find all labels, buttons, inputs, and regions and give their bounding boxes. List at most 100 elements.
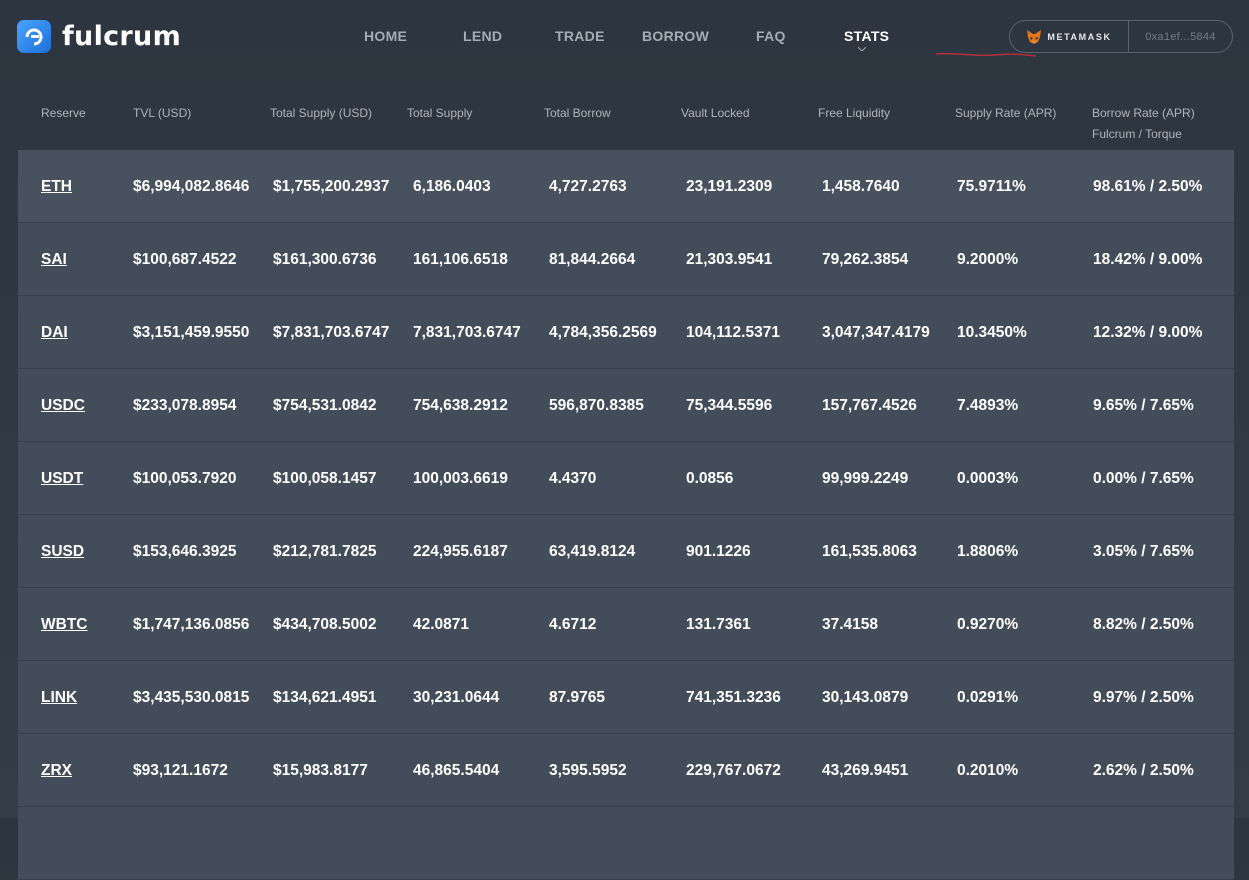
table-row: SAI $100,687.4522 $161,300.6736 161,106.651… <box>18 223 1234 296</box>
free-liquidity-value: 37.4158 <box>822 616 879 633</box>
borrow-rate-value: 8.82% / 2.50% <box>1093 616 1194 633</box>
total-borrow-value: 4,784,356.2569 <box>549 324 657 341</box>
wallet-provider-label: METAMASK <box>1047 31 1112 42</box>
supply-rate-value: 0.2010% <box>957 762 1019 779</box>
vault-locked-value: 901.1226 <box>686 543 751 560</box>
nav-home[interactable]: HOME <box>364 28 408 44</box>
tvl-value: $3,435,530.0815 <box>133 689 250 706</box>
free-liquidity-value: 3,047,347.4179 <box>822 324 930 341</box>
total-supply-value: 161,106.6518 <box>413 251 508 268</box>
tvl-value: $1,747,136.0856 <box>133 616 250 633</box>
tvl-value: $93,121.1672 <box>133 762 228 779</box>
supply-rate-value: 0.9270% <box>957 616 1019 633</box>
reserve-link[interactable]: USDC <box>41 397 85 414</box>
total-supply-usd-value: $7,831,703.6747 <box>273 324 390 341</box>
brand-logo[interactable]: fulcrum <box>17 20 181 53</box>
reserve-link[interactable]: SAI <box>41 251 67 268</box>
borrow-rate-value: 18.42% / 9.00% <box>1093 251 1203 268</box>
vault-locked-value: 104,112.5371 <box>686 324 780 341</box>
vault-locked-value: 229,767.0672 <box>686 762 781 779</box>
total-supply-usd-value: $434,708.5002 <box>273 616 377 633</box>
header: fulcrum HOME LEND TRADE BORROW FAQ STATS… <box>0 0 1249 75</box>
wallet-connect-button[interactable]: METAMASK 0xa1ef...5844 <box>1009 20 1233 53</box>
free-liquidity-value: 157,767.4526 <box>822 397 917 414</box>
tvl-value: $153,646.3925 <box>133 543 237 560</box>
borrow-rate-value: 9.65% / 7.65% <box>1093 397 1194 414</box>
tvl-value: $6,994,082.8646 <box>133 178 250 195</box>
supply-rate-value: 7.4893% <box>957 397 1019 414</box>
stats-table: ETH $6,994,082.8646 $1,755,200.2937 6,186.0… <box>18 150 1234 880</box>
wallet-address: 0xa1ef...5844 <box>1145 30 1216 43</box>
total-supply-value: 46,865.5404 <box>413 762 500 779</box>
table-row: DAI $3,151,459.9550 $7,831,703.6747 7,831,7… <box>18 296 1234 369</box>
annotation-underline <box>935 52 1037 57</box>
total-borrow-value: 4.6712 <box>549 616 597 633</box>
total-supply-usd-value: $1,755,200.2937 <box>273 178 390 195</box>
table-row: SUSD $153,646.3925 $212,781.7825 224,955.61… <box>18 515 1234 588</box>
supply-rate-value: 9.2000% <box>957 251 1019 268</box>
total-supply-usd-value: $161,300.6736 <box>273 251 377 268</box>
col-borrow-rate-sub: Fulcrum / Torque <box>1092 127 1182 141</box>
stats-table-header: Reserve TVL (USD) Total Supply (USD) Tot… <box>0 100 1249 150</box>
reserve-link[interactable]: DAI <box>41 324 68 341</box>
total-borrow-value: 4.4370 <box>549 470 597 487</box>
borrow-rate-value: 0.00% / 7.65% <box>1093 470 1194 487</box>
nav-lend[interactable]: LEND <box>463 28 503 44</box>
vault-locked-value: 741,351.3236 <box>686 689 781 706</box>
fulcrum-logo-icon <box>17 20 51 53</box>
reserve-link[interactable]: SUSD <box>41 543 85 560</box>
nav-faq[interactable]: FAQ <box>756 28 786 44</box>
total-borrow-value: 3,595.5952 <box>549 762 627 779</box>
table-row: USDC $233,078.8954 $754,531.0842 754,638.29… <box>18 369 1234 442</box>
free-liquidity-value: 79,262.3854 <box>822 251 909 268</box>
reserve-link[interactable]: ETH <box>41 178 72 195</box>
nav-borrow[interactable]: BORROW <box>642 28 710 44</box>
borrow-rate-value: 12.32% / 9.00% <box>1093 324 1203 341</box>
col-free-liquidity: Free Liquidity <box>818 106 891 120</box>
nav-trade[interactable]: TRADE <box>555 28 605 44</box>
tvl-value: $100,687.4522 <box>133 251 237 268</box>
reserve-link[interactable]: ZRX <box>41 762 72 779</box>
vault-locked-value: 131.7361 <box>686 616 751 633</box>
col-total-supply: Total Supply <box>407 106 473 120</box>
free-liquidity-value: 1,458.7640 <box>822 178 900 195</box>
col-vault-locked: Vault Locked <box>681 106 750 120</box>
total-supply-usd-value: $754,531.0842 <box>273 397 377 414</box>
borrow-rate-value: 3.05% / 7.65% <box>1093 543 1194 560</box>
col-borrow-rate: Borrow Rate (APR) <box>1092 106 1195 120</box>
vault-locked-value: 23,191.2309 <box>686 178 773 195</box>
brand-name: fulcrum <box>62 21 181 52</box>
total-borrow-value: 596,870.8385 <box>549 397 644 414</box>
total-supply-usd-value: $134,621.4951 <box>273 689 377 706</box>
total-supply-usd-value: $212,781.7825 <box>273 543 377 560</box>
reserve-link[interactable]: WBTC <box>41 616 88 633</box>
col-tvl-usd: TVL (USD) <box>133 106 192 120</box>
free-liquidity-value: 161,535.8063 <box>822 543 917 560</box>
reserve-link[interactable]: LINK <box>41 689 78 706</box>
free-liquidity-value: 30,143.0879 <box>822 689 909 706</box>
total-supply-value: 6,186.0403 <box>413 178 491 195</box>
table-row: ZRX $93,121.1672 $15,983.8177 46,865.5404 3,… <box>18 734 1234 807</box>
total-supply-usd-value: $15,983.8177 <box>273 762 368 779</box>
col-reserve: Reserve <box>41 106 86 120</box>
nav-stats[interactable]: STATS <box>844 28 890 44</box>
supply-rate-value: 75.9711% <box>957 178 1026 195</box>
total-borrow-value: 4,727.2763 <box>549 178 627 195</box>
total-supply-value: 754,638.2912 <box>413 397 508 414</box>
tvl-value: $233,078.8954 <box>133 397 237 414</box>
total-supply-value: 42.0871 <box>413 616 470 633</box>
total-supply-value: 100,003.6619 <box>413 470 508 487</box>
total-borrow-value: 81,844.2664 <box>549 251 636 268</box>
wallet-provider: METAMASK <box>1010 21 1129 52</box>
reserve-link[interactable]: USDT <box>41 470 84 487</box>
supply-rate-value: 0.0003% <box>957 470 1019 487</box>
total-supply-usd-value: $100,058.1457 <box>273 470 377 487</box>
tvl-value: $3,151,459.9550 <box>133 324 250 341</box>
supply-rate-value: 10.3450% <box>957 324 1027 341</box>
table-row: ETH $6,994,082.8646 $1,755,200.2937 6,186.0… <box>18 150 1234 223</box>
tvl-value: $100,053.7920 <box>133 470 237 487</box>
supply-rate-value: 1.8806% <box>957 543 1019 560</box>
vault-locked-value: 21,303.9541 <box>686 251 773 268</box>
supply-rate-value: 0.0291% <box>957 689 1019 706</box>
vault-locked-value: 0.0856 <box>686 470 734 487</box>
